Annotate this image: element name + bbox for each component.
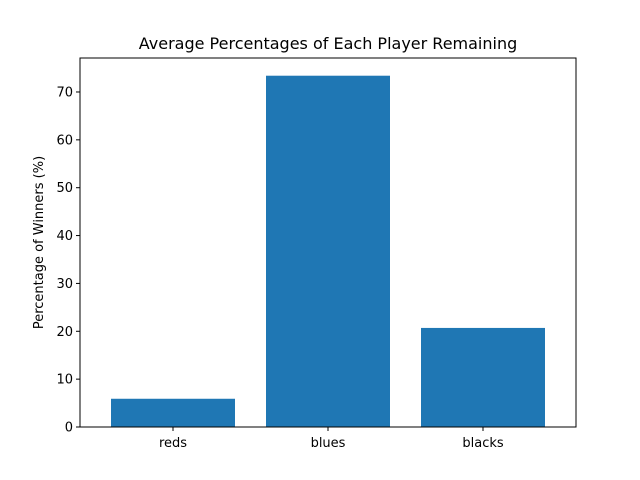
y-tick-label: 30 — [56, 277, 73, 292]
y-tick-label: 60 — [56, 133, 73, 148]
y-tick-label: 50 — [56, 181, 73, 196]
y-tick-label: 20 — [56, 325, 73, 340]
y-tick-label: 40 — [56, 229, 73, 244]
x-tick-label: blues — [311, 436, 346, 451]
y-tick-label: 10 — [56, 373, 73, 388]
bars-group — [111, 75, 545, 428]
bar-blues — [266, 75, 390, 428]
x-tick-label: reds — [159, 436, 187, 451]
y-tick-label: 70 — [56, 85, 73, 100]
chart-title: Average Percentages of Each Player Remai… — [139, 34, 518, 53]
y-tick-label: 0 — [65, 421, 73, 436]
bar-reds — [111, 398, 235, 427]
bar-blacks — [421, 327, 545, 427]
x-axis-ticks: reds blues blacks — [159, 427, 504, 451]
y-axis-ticks: 0 10 20 30 40 50 60 70 — [56, 85, 80, 436]
y-axis-label: Percentage of Winners (%) — [32, 156, 47, 329]
x-tick-label: blacks — [462, 436, 504, 451]
plot-frame — [79, 57, 577, 428]
